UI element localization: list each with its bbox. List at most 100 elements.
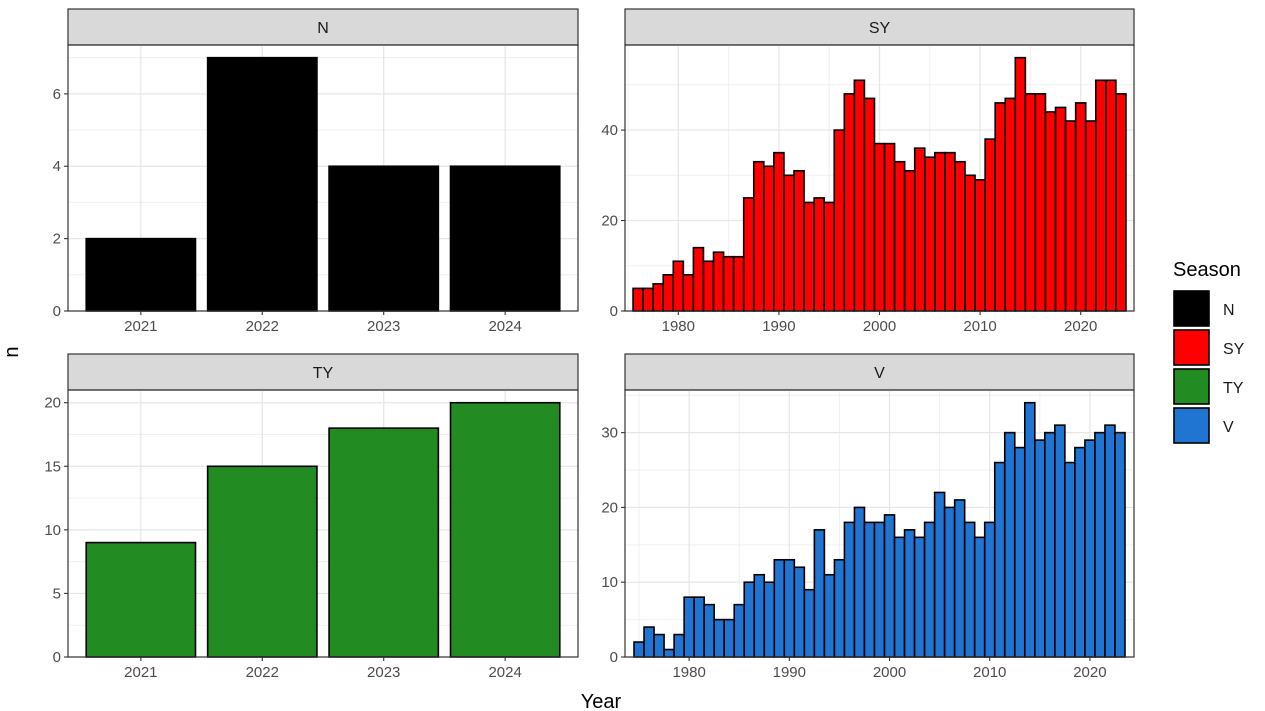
legend-label-v: V [1223, 419, 1234, 436]
bar-sy-2020 [1074, 102, 1087, 312]
bar-sy-1990 [773, 151, 785, 312]
legend-key-sy [1173, 329, 1210, 366]
bar-sy-2008 [954, 160, 966, 312]
bar-sy-1995 [823, 201, 836, 312]
bar-sy-1978 [652, 283, 665, 312]
y-tick-label: 10 [44, 522, 61, 539]
legend-label-ty: TY [1223, 380, 1244, 397]
bar-v-1985 [733, 603, 746, 658]
strip-label-n: N [317, 20, 329, 37]
x-tick-label: 2020 [1064, 318, 1097, 335]
x-tick-label: 2021 [124, 664, 157, 681]
bar-sy-2016 [1034, 93, 1047, 312]
x-tick-label: 2023 [367, 664, 400, 681]
strip-sy [624, 8, 1135, 46]
x-tick-label: 1990 [762, 318, 795, 335]
bar-sy-2024 [1115, 93, 1127, 312]
bar-v-2001 [893, 536, 906, 658]
legend-key-v [1173, 407, 1210, 444]
bar-sy-2004 [913, 147, 926, 312]
bar-sy-2014 [1014, 56, 1027, 312]
bar-v-2020 [1084, 439, 1096, 658]
bar-v-1982 [703, 603, 715, 658]
x-tick-label: 1990 [773, 664, 806, 681]
panel-border-v [624, 389, 1135, 658]
y-tick-label: 2 [53, 231, 61, 248]
bar-v-2010 [983, 521, 996, 658]
bar-sy-2006 [934, 151, 946, 312]
bar-sy-2001 [883, 142, 896, 312]
legend: Season N SY TY V [1173, 259, 1245, 444]
strip-v [624, 353, 1135, 391]
x-tick-label: 1980 [662, 318, 695, 335]
panel-v: V 0 10 20 30 1980 1990 2000 2010 2020 [601, 353, 1135, 681]
y-tick-label: 0 [610, 303, 618, 320]
bar-sy-2015 [1024, 93, 1037, 312]
bar-v-1990 [783, 558, 796, 658]
bar-sy-1992 [793, 169, 805, 312]
bar-sy-1976 [632, 287, 644, 312]
bar-sy-2023 [1105, 79, 1117, 312]
bar-v-2007 [953, 499, 966, 658]
bar-sy-1981 [682, 274, 695, 312]
bar-v-1999 [873, 521, 886, 658]
bar-sy-1989 [763, 165, 775, 312]
bar-v-1994 [823, 573, 836, 658]
bar-v-1997 [853, 506, 866, 658]
bar-v-1987 [753, 573, 766, 658]
bar-sy-2019 [1064, 120, 1077, 312]
y-tick-label: 20 [601, 499, 618, 516]
bar-sy-2002 [893, 160, 906, 312]
bar-v-2009 [973, 536, 986, 658]
y-tick-label: 40 [601, 122, 618, 139]
bar-sy-2005 [923, 156, 936, 312]
y-tick-label: 0 [53, 649, 61, 666]
bar-sy-2017 [1044, 111, 1057, 312]
bar-v-1995 [833, 558, 846, 658]
bar-v-2000 [883, 514, 896, 658]
bar-v-2019 [1074, 446, 1086, 658]
bar-v-2014 [1023, 401, 1036, 658]
bar-v-1992 [803, 588, 816, 658]
bar-sy-1977 [642, 287, 654, 312]
x-tick-label: 2021 [124, 318, 157, 335]
bar-v-1993 [813, 529, 826, 658]
y-tick-label: 30 [601, 425, 618, 442]
bar-sy-2022 [1094, 79, 1107, 312]
bar-sy-1982 [692, 246, 705, 312]
bar-n-2022 [206, 56, 318, 312]
bar-v-2004 [923, 521, 936, 658]
x-tick-label: 2023 [367, 318, 400, 335]
panel-sy: SY 0 20 40 1980 1990 2000 2010 2020 [601, 8, 1135, 335]
bar-sy-1980 [672, 260, 685, 312]
bar-sy-1985 [722, 255, 735, 312]
x-tick-label: 2022 [246, 664, 279, 681]
bar-ty-2024 [449, 401, 561, 658]
bar-sy-2013 [1004, 97, 1017, 312]
strip-label-ty: TY [313, 365, 334, 382]
legend-key-n [1173, 290, 1210, 327]
bar-sy-2012 [994, 102, 1007, 312]
bar-sy-1996 [833, 129, 846, 312]
x-tick-label: 2010 [963, 318, 996, 335]
x-tick-label: 2000 [863, 318, 896, 335]
legend-title: Season [1173, 259, 1241, 281]
bar-v-2005 [933, 491, 946, 658]
bar-sy-2009 [964, 174, 976, 312]
bar-sy-1983 [702, 260, 715, 312]
y-tick-label: 15 [44, 458, 61, 475]
bar-v-1975 [633, 641, 645, 658]
bar-sy-1979 [662, 274, 675, 312]
x-tick-label: 2022 [246, 318, 279, 335]
bar-sy-1988 [752, 160, 765, 312]
bar-v-2017 [1054, 424, 1066, 658]
bar-sy-2011 [984, 138, 996, 312]
bar-v-1986 [743, 581, 756, 658]
bar-sy-2000 [873, 142, 886, 312]
x-tick-label: 2024 [488, 664, 521, 681]
strip-n [67, 8, 579, 46]
y-tick-label: 20 [601, 213, 618, 230]
bar-v-1984 [723, 618, 736, 658]
bar-v-1976 [643, 626, 655, 658]
bar-v-2015 [1034, 439, 1046, 658]
